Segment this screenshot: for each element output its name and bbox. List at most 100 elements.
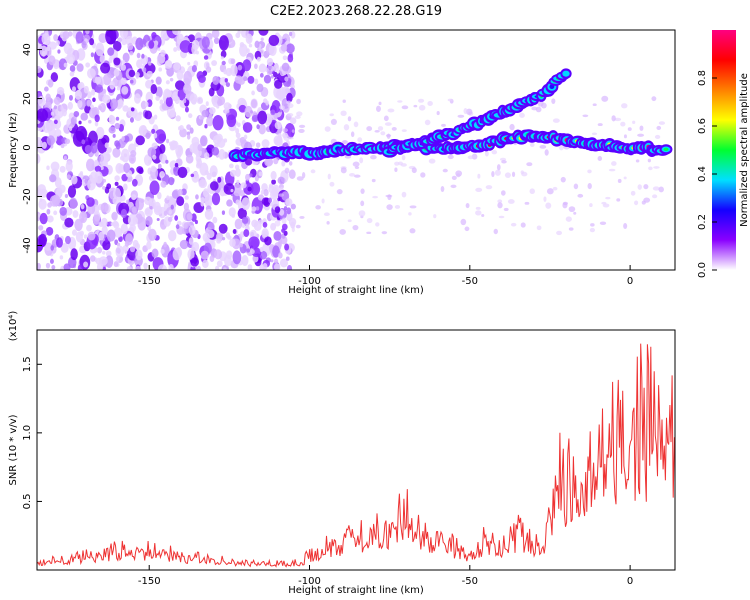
noise-blob xyxy=(110,98,119,110)
noise-blob xyxy=(552,118,560,123)
noise-blob xyxy=(79,230,84,237)
noise-blob xyxy=(589,203,593,208)
ridge-core xyxy=(663,147,669,152)
noise-blob xyxy=(263,188,269,197)
noise-blob xyxy=(226,199,233,207)
noise-blob xyxy=(149,180,160,195)
noise-blob xyxy=(166,138,170,144)
noise-blob xyxy=(191,241,200,252)
noise-blob xyxy=(145,132,151,139)
noise-blob xyxy=(172,248,182,261)
noise-blob xyxy=(436,111,440,116)
noise-blob xyxy=(397,100,403,103)
noise-blob xyxy=(504,172,511,178)
noise-blob xyxy=(455,170,463,177)
noise-blob xyxy=(120,77,127,86)
noise-blob xyxy=(391,127,397,131)
noise-blob xyxy=(496,164,501,171)
noise-blob xyxy=(173,62,181,71)
noise-blob xyxy=(209,255,215,263)
noise-blob xyxy=(190,173,195,178)
noise-blob xyxy=(491,149,498,155)
noise-blob xyxy=(385,194,393,198)
noise-blob xyxy=(270,75,274,79)
noise-blob xyxy=(46,46,51,51)
noise-blob xyxy=(68,126,73,132)
noise-blob xyxy=(228,44,232,49)
noise-blob xyxy=(131,178,138,187)
noise-blob xyxy=(121,136,125,142)
noise-blob xyxy=(273,230,282,241)
noise-blob xyxy=(270,259,274,263)
noise-blob xyxy=(608,168,616,172)
noise-blob xyxy=(203,55,209,60)
noise-blob xyxy=(215,265,220,270)
noise-blob xyxy=(197,144,203,152)
noise-blob xyxy=(158,67,163,72)
noise-blob xyxy=(597,156,603,161)
noise-blob xyxy=(130,150,137,158)
noise-blob xyxy=(221,210,226,215)
noise-blob xyxy=(623,223,628,229)
noise-blob xyxy=(121,37,127,46)
noise-blob xyxy=(424,119,431,126)
noise-blob xyxy=(217,176,222,183)
noise-blob xyxy=(634,200,639,206)
noise-blob xyxy=(138,111,143,116)
noise-blob xyxy=(214,249,223,260)
noise-blob xyxy=(281,223,288,231)
noise-blob xyxy=(150,165,156,173)
noise-blob xyxy=(254,63,258,70)
noise-blob xyxy=(274,137,283,147)
noise-blob xyxy=(132,216,138,225)
noise-blob xyxy=(174,96,180,105)
noise-blob xyxy=(98,256,108,266)
noise-blob xyxy=(53,119,58,125)
noise-blob xyxy=(359,157,364,164)
noise-blob xyxy=(100,62,111,74)
noise-blob xyxy=(53,34,59,42)
noise-blob xyxy=(47,202,52,208)
noise-blob xyxy=(48,55,56,66)
noise-blob xyxy=(428,158,436,164)
noise-blob xyxy=(183,70,192,85)
noise-blob xyxy=(93,159,99,167)
noise-blob xyxy=(623,134,627,139)
noise-blob xyxy=(119,155,125,161)
colorbar: 0.0 0.2 0.4 0.6 0.8 Normalized spectral ampl… xyxy=(697,30,750,278)
colorbar-tick-label: 0.8 xyxy=(697,70,708,86)
spectrogram-y-ticks: -40 -20 0 20 40 xyxy=(22,43,42,254)
noise-blob xyxy=(145,215,153,226)
noise-blob xyxy=(80,204,85,210)
noise-blob xyxy=(546,188,554,195)
noise-blob xyxy=(281,62,290,72)
noise-blob xyxy=(179,125,184,131)
noise-blob xyxy=(129,223,136,233)
noise-blob xyxy=(616,198,621,202)
noise-blob xyxy=(377,126,384,131)
noise-blob xyxy=(232,250,242,265)
noise-blob xyxy=(172,95,176,101)
noise-blob xyxy=(37,139,43,150)
noise-blob xyxy=(278,193,285,197)
noise-blob xyxy=(245,158,253,166)
noise-blob xyxy=(200,135,208,147)
noise-blob xyxy=(72,130,85,147)
noise-blob xyxy=(129,246,136,253)
noise-blob xyxy=(191,44,198,55)
noise-blob xyxy=(68,94,73,101)
noise-blob xyxy=(81,40,87,49)
ridge-core xyxy=(563,71,569,76)
noise-blob xyxy=(85,62,91,68)
noise-blob xyxy=(86,197,95,207)
noise-blob xyxy=(350,131,355,138)
noise-blob xyxy=(160,219,165,225)
noise-blob xyxy=(179,239,189,250)
noise-blob xyxy=(256,83,264,93)
noise-blob xyxy=(481,214,485,218)
noise-blob xyxy=(91,89,96,96)
noise-blob xyxy=(539,145,547,149)
noise-blob xyxy=(157,47,161,51)
noise-blob xyxy=(565,216,572,222)
noise-blob xyxy=(283,134,290,141)
